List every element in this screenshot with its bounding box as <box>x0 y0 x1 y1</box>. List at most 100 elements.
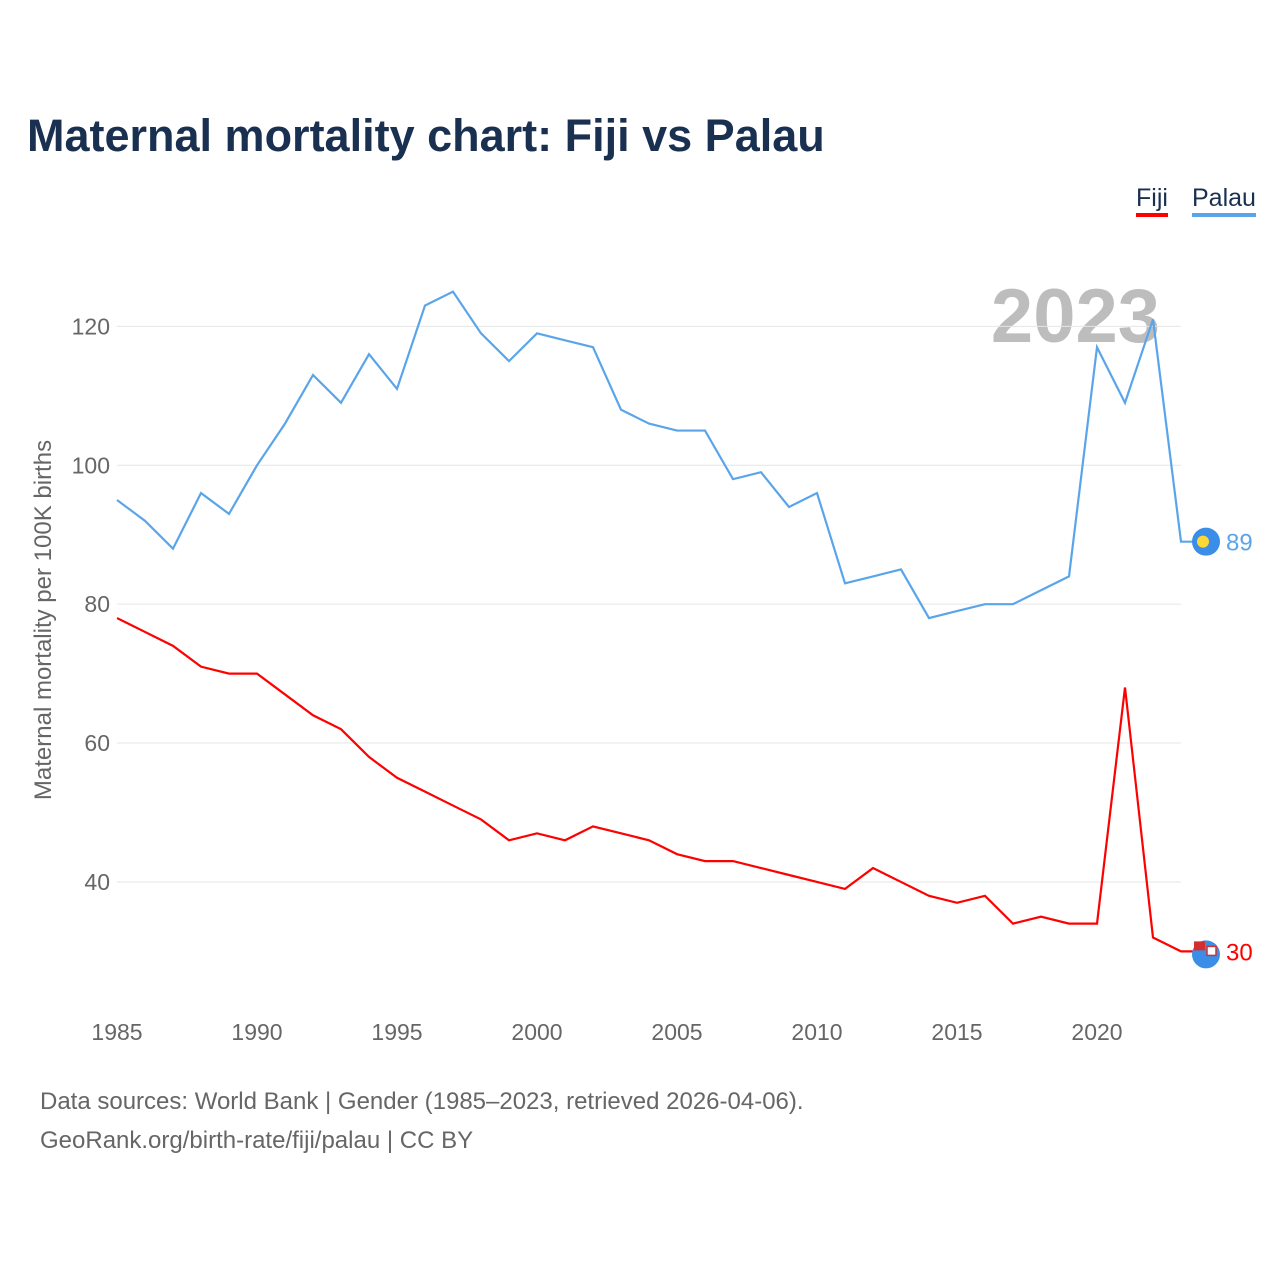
legend-palau[interactable]: Palau <box>1192 184 1256 217</box>
y-tick-label: 100 <box>72 452 110 478</box>
data-point <box>198 664 204 670</box>
data-point <box>198 490 204 496</box>
data-point <box>142 629 148 635</box>
data-point <box>338 400 344 406</box>
x-tick-label: 2015 <box>931 1019 982 1045</box>
x-tick-label: 2005 <box>651 1019 702 1045</box>
data-point <box>114 615 120 621</box>
data-point <box>954 900 960 906</box>
data-point <box>618 407 624 413</box>
source-line-1: Data sources: World Bank | Gender (1985–… <box>40 1088 804 1115</box>
data-point <box>1066 921 1072 927</box>
data-point <box>1066 573 1072 579</box>
data-point <box>758 469 764 475</box>
end-label-fiji: 30 <box>1226 939 1253 966</box>
data-point <box>786 504 792 510</box>
data-point <box>758 865 764 871</box>
data-point <box>842 580 848 586</box>
data-point <box>1150 316 1156 322</box>
data-point <box>730 476 736 482</box>
data-point <box>898 566 904 572</box>
data-point <box>478 330 484 336</box>
data-point <box>534 830 540 836</box>
data-point <box>282 691 288 697</box>
data-point <box>674 851 680 857</box>
data-point <box>282 421 288 427</box>
data-point <box>814 490 820 496</box>
x-tick-label: 2010 <box>791 1019 842 1045</box>
data-point <box>674 428 680 434</box>
data-point <box>702 428 708 434</box>
data-point <box>366 754 372 760</box>
data-point <box>618 830 624 836</box>
data-point <box>254 462 260 468</box>
data-point <box>926 893 932 899</box>
y-tick-label: 60 <box>84 730 110 756</box>
data-point <box>786 872 792 878</box>
data-point <box>926 615 932 621</box>
data-point <box>226 511 232 517</box>
year-watermark: 2023 <box>991 274 1160 359</box>
data-point <box>954 608 960 614</box>
legend-fiji[interactable]: Fiji <box>1136 184 1168 217</box>
x-tick-label: 1985 <box>91 1019 142 1045</box>
x-tick-label: 2000 <box>511 1019 562 1045</box>
series-line-palau <box>116 290 1200 620</box>
data-point <box>1122 685 1128 691</box>
data-point <box>366 351 372 357</box>
data-point <box>898 879 904 885</box>
data-point <box>1178 539 1184 545</box>
data-point <box>870 573 876 579</box>
data-point <box>338 726 344 732</box>
data-point <box>646 837 652 843</box>
fiji-flag-union <box>1194 941 1205 951</box>
chart-title: Maternal mortality chart: Fiji vs Palau <box>27 110 825 161</box>
data-point <box>1178 948 1184 954</box>
data-point <box>170 643 176 649</box>
data-point <box>310 712 316 718</box>
data-point <box>310 372 316 378</box>
data-point <box>1150 935 1156 941</box>
data-point <box>730 858 736 864</box>
data-point <box>394 775 400 781</box>
data-point <box>562 837 568 843</box>
data-point <box>422 303 428 309</box>
data-point <box>646 421 652 427</box>
data-point <box>1038 587 1044 593</box>
palau-flag-disc <box>1197 535 1209 548</box>
data-point <box>842 886 848 892</box>
data-point <box>226 671 232 677</box>
data-point <box>1094 921 1100 927</box>
data-point <box>1010 921 1016 927</box>
series-line-fiji <box>116 617 1200 953</box>
x-tick-label: 1995 <box>371 1019 422 1045</box>
data-point <box>534 330 540 336</box>
data-point <box>254 671 260 677</box>
data-point <box>1038 914 1044 920</box>
data-point <box>114 497 120 503</box>
x-tick-label: 1990 <box>231 1019 282 1045</box>
data-point <box>982 893 988 899</box>
data-point <box>394 386 400 392</box>
data-point <box>506 837 512 843</box>
data-point <box>702 858 708 864</box>
data-point <box>142 518 148 524</box>
data-point <box>450 289 456 295</box>
data-point <box>478 816 484 822</box>
data-point <box>170 546 176 552</box>
data-point <box>870 865 876 871</box>
data-point <box>1010 601 1016 607</box>
fiji-flag-shield <box>1206 945 1217 957</box>
data-point <box>562 337 568 343</box>
data-point <box>982 601 988 607</box>
y-tick-label: 40 <box>84 869 110 895</box>
data-point <box>814 879 820 885</box>
y-tick-label: 80 <box>84 591 110 617</box>
data-point <box>506 358 512 364</box>
data-point <box>590 344 596 350</box>
data-point <box>1094 344 1100 350</box>
end-label-palau: 89 <box>1226 530 1253 557</box>
data-point <box>1122 400 1128 406</box>
